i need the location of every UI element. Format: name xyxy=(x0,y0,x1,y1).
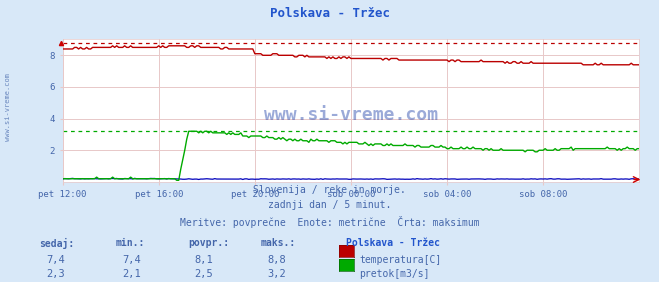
Text: zadnji dan / 5 minut.: zadnji dan / 5 minut. xyxy=(268,200,391,210)
Text: 2,1: 2,1 xyxy=(122,269,140,279)
Text: www.si-vreme.com: www.si-vreme.com xyxy=(5,73,11,141)
Text: 7,4: 7,4 xyxy=(46,255,65,265)
Text: Slovenija / reke in morje.: Slovenija / reke in morje. xyxy=(253,185,406,195)
Text: 2,3: 2,3 xyxy=(46,269,65,279)
Text: Meritve: povprečne  Enote: metrične  Črta: maksimum: Meritve: povprečne Enote: metrične Črta:… xyxy=(180,216,479,228)
Text: 8,8: 8,8 xyxy=(267,255,285,265)
Text: min.:: min.: xyxy=(115,238,145,248)
Text: 8,1: 8,1 xyxy=(194,255,213,265)
Text: Polskava - Tržec: Polskava - Tržec xyxy=(270,7,389,20)
Text: maks.:: maks.: xyxy=(260,238,295,248)
Text: 7,4: 7,4 xyxy=(122,255,140,265)
Text: pretok[m3/s]: pretok[m3/s] xyxy=(359,269,430,279)
Text: sedaj:: sedaj: xyxy=(40,238,74,249)
Text: Polskava - Tržec: Polskava - Tržec xyxy=(346,238,440,248)
Text: povpr.:: povpr.: xyxy=(188,238,229,248)
Text: 3,2: 3,2 xyxy=(267,269,285,279)
Text: temperatura[C]: temperatura[C] xyxy=(359,255,442,265)
Text: www.si-vreme.com: www.si-vreme.com xyxy=(264,106,438,124)
Text: 2,5: 2,5 xyxy=(194,269,213,279)
